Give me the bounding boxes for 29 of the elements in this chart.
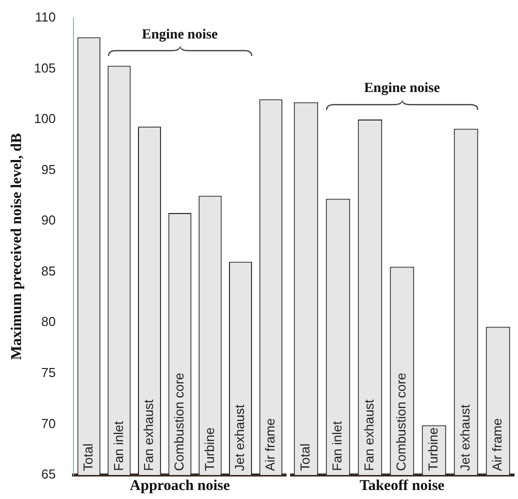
x-tick-label: Fan exhaust [141, 399, 156, 471]
y-tick-label: 85 [41, 263, 56, 278]
y-tick-label: 110 [34, 10, 56, 25]
y-tick-label: 65 [41, 466, 56, 482]
x-tick-label: Fan exhaust [362, 399, 377, 471]
x-tick-label: Jet exhaust [458, 404, 473, 471]
y-tick-label: 70 [41, 416, 56, 431]
x-tick-label: Total [298, 443, 313, 471]
x-tick-label: Air frame [262, 418, 278, 471]
annotation: Engine noise [142, 27, 218, 42]
y-tick-label: 90 [41, 212, 56, 228]
annotation: Engine noise [364, 81, 440, 96]
x-tick-label: Fan inlet [330, 420, 345, 471]
y-axis-title: Maximum preceived noise level, dB [8, 133, 25, 360]
x-tick-label: Turbine [426, 427, 441, 471]
x-tick-label: Total [80, 443, 96, 471]
x-axis-title: Approach noise [130, 478, 230, 494]
x-tick-label: Air frame [490, 418, 505, 471]
x-tick-label: Fan inlet [110, 420, 126, 471]
y-tick-label: 105 [34, 60, 56, 76]
y-tick-label: 80 [41, 314, 56, 330]
y-tick-label: 95 [41, 162, 56, 177]
x-tick-label: Combustion core [394, 372, 409, 471]
x-tick-label: Combustion core [171, 372, 186, 471]
y-tick-label: 75 [41, 365, 56, 380]
y-tick-label: 100 [34, 111, 56, 126]
x-tick-label: Jet exhaust [232, 404, 248, 471]
x-axis-title: Takeoff noise [360, 478, 445, 494]
x-tick-label: Turbine [202, 427, 217, 471]
